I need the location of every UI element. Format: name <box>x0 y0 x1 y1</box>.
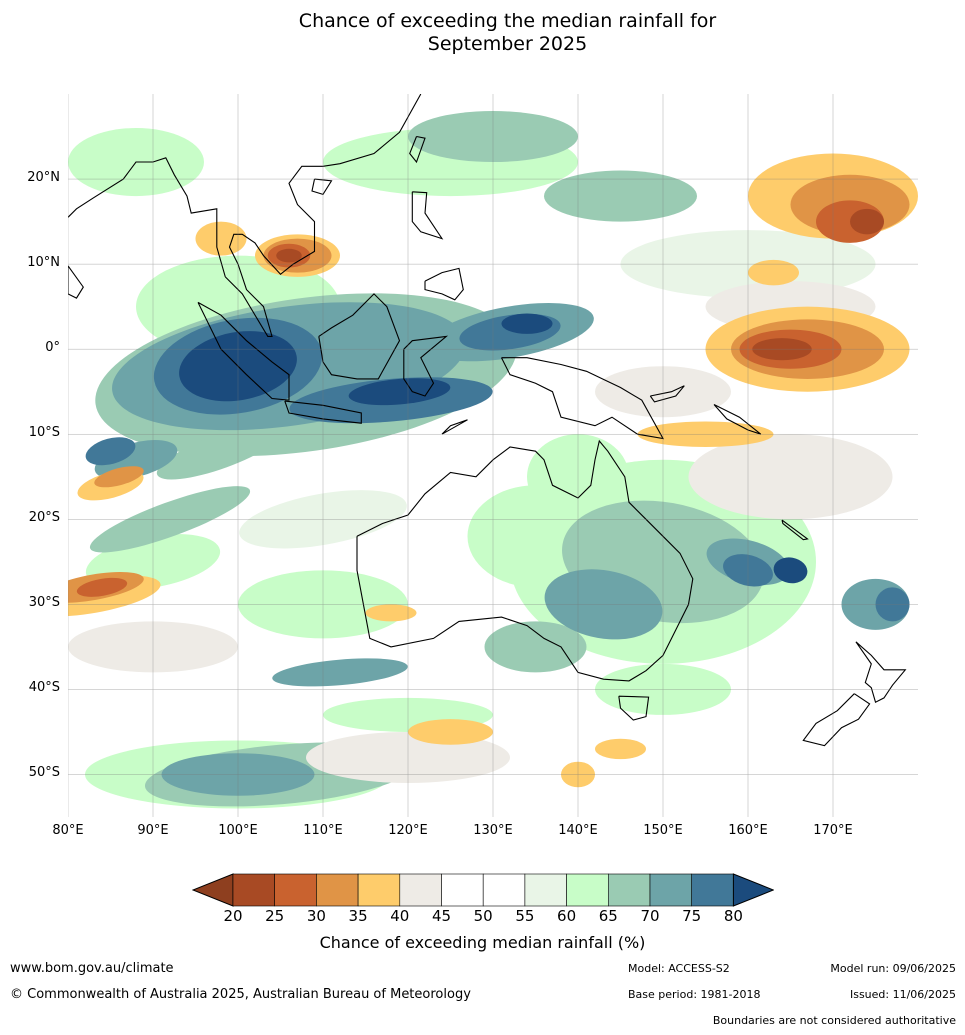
colorbar-segment <box>524 873 567 907</box>
probability-patch <box>748 259 799 286</box>
colorbar-segment <box>441 873 484 907</box>
probability-patch <box>156 423 286 480</box>
colorbar-tick-label: 55 <box>515 907 535 925</box>
probability-patch <box>688 434 893 520</box>
latitude-label: 20°S <box>28 510 60 526</box>
colorbar-segment <box>607 873 651 907</box>
boundaries-note: Boundaries are not considered authoritat… <box>712 1014 956 1027</box>
colorbar-tick-label: 20 <box>223 907 243 925</box>
coastline <box>802 693 871 747</box>
colorbar-segment <box>274 873 317 907</box>
map-canvas <box>68 94 918 817</box>
graticule <box>68 94 918 817</box>
probability-patch <box>595 738 646 760</box>
longitude-label: 140°E <box>558 823 598 838</box>
longitude-label: 130°E <box>473 823 513 838</box>
colorbar <box>192 873 774 907</box>
probability-patch <box>850 208 884 235</box>
longitude-label: 150°E <box>643 823 683 838</box>
longitude-label: 170°E <box>813 823 853 838</box>
probability-patch <box>276 248 302 263</box>
colorbar-tick-label: 80 <box>723 907 743 925</box>
colorbar-tick-label: 25 <box>265 907 285 925</box>
colorbar-low-extend <box>192 873 234 907</box>
colorbar-tick-label: 70 <box>640 907 660 925</box>
colorbar-tick-label: 30 <box>306 907 326 925</box>
colorbar-tick-label: 75 <box>682 907 702 925</box>
colorbar-tick-label: 40 <box>390 907 410 925</box>
colorbar-segment <box>566 873 609 907</box>
probability-patch <box>365 604 417 622</box>
coastline <box>403 335 449 397</box>
latitude-label: 10°S <box>28 425 60 441</box>
longitude-label: 160°E <box>728 823 768 838</box>
coastline <box>649 385 685 403</box>
probability-patch <box>195 221 247 256</box>
colorbar-segment <box>316 873 359 907</box>
coastlines <box>68 94 907 747</box>
longitude-label: 110°E <box>303 823 343 838</box>
colorbar-tick-label: 50 <box>473 907 493 925</box>
latitude-label: 20°N <box>27 170 60 186</box>
coastline <box>424 267 464 301</box>
website-link[interactable]: www.bom.gov.au/climate <box>10 961 174 976</box>
latitude-label: 0° <box>45 340 60 356</box>
latitude-label: 30°S <box>28 595 60 611</box>
probability-patch <box>85 437 136 466</box>
coastline <box>855 641 907 703</box>
colorbar-tick-label: 35 <box>348 907 368 925</box>
colorbar-segment <box>691 873 734 907</box>
colorbar-tick-label: 60 <box>557 907 577 925</box>
longitude-label: 90°E <box>137 823 169 838</box>
title-line-2: September 2025 <box>427 33 588 55</box>
colorbar-segment <box>649 873 693 907</box>
coastline <box>318 293 401 380</box>
latitude-label: 40°S <box>28 680 60 696</box>
coastline <box>441 419 468 435</box>
probability-patch <box>544 170 697 222</box>
probability-patch <box>484 621 587 673</box>
colorbar-label: Chance of exceeding median rainfall (%) <box>319 933 646 952</box>
probability-patch <box>408 719 493 745</box>
coastline <box>618 695 650 721</box>
rainfall-map <box>68 94 918 817</box>
colorbar-segment <box>232 873 276 907</box>
probability-patch <box>348 378 451 406</box>
latitude-label: 50°S <box>28 765 60 781</box>
issued-date: Issued: 11/06/2025 <box>849 988 956 1001</box>
model-run: Model run: 09/06/2025 <box>830 962 956 975</box>
coastline <box>411 191 444 240</box>
longitude-label: 100°E <box>218 823 258 838</box>
model-name: Model: ACCESS-S2 <box>628 962 730 975</box>
latitude-label: 10°N <box>27 255 60 271</box>
probability-patch <box>773 557 808 584</box>
probability-patch <box>76 577 128 597</box>
probability-patch <box>94 466 144 488</box>
colorbar-tick-label: 45 <box>431 907 452 925</box>
colorbar-segment <box>399 873 442 907</box>
copyright-text: © Commonwealth of Australia 2025, Austra… <box>10 987 471 1002</box>
coastline <box>224 94 422 337</box>
base-period: Base period: 1981-2018 <box>628 988 761 1001</box>
probability-patch <box>272 658 408 687</box>
coastline <box>781 519 809 541</box>
probability-patch <box>501 313 553 334</box>
coastline <box>713 404 762 435</box>
title-line-1: Chance of exceeding the median rainfall … <box>298 10 717 32</box>
colorbar-tick-label: 65 <box>598 907 618 925</box>
colorbar-segment <box>357 873 401 907</box>
map-title: Chance of exceeding the median rainfall … <box>0 10 965 56</box>
longitude-label: 80°E <box>52 823 84 838</box>
coastline <box>68 157 226 278</box>
longitude-label: 120°E <box>388 823 428 838</box>
coastline <box>409 135 426 164</box>
coastline <box>68 265 84 299</box>
coastline <box>197 301 290 401</box>
colorbar-segment <box>482 873 526 907</box>
colorbar-high-extend <box>732 873 774 907</box>
